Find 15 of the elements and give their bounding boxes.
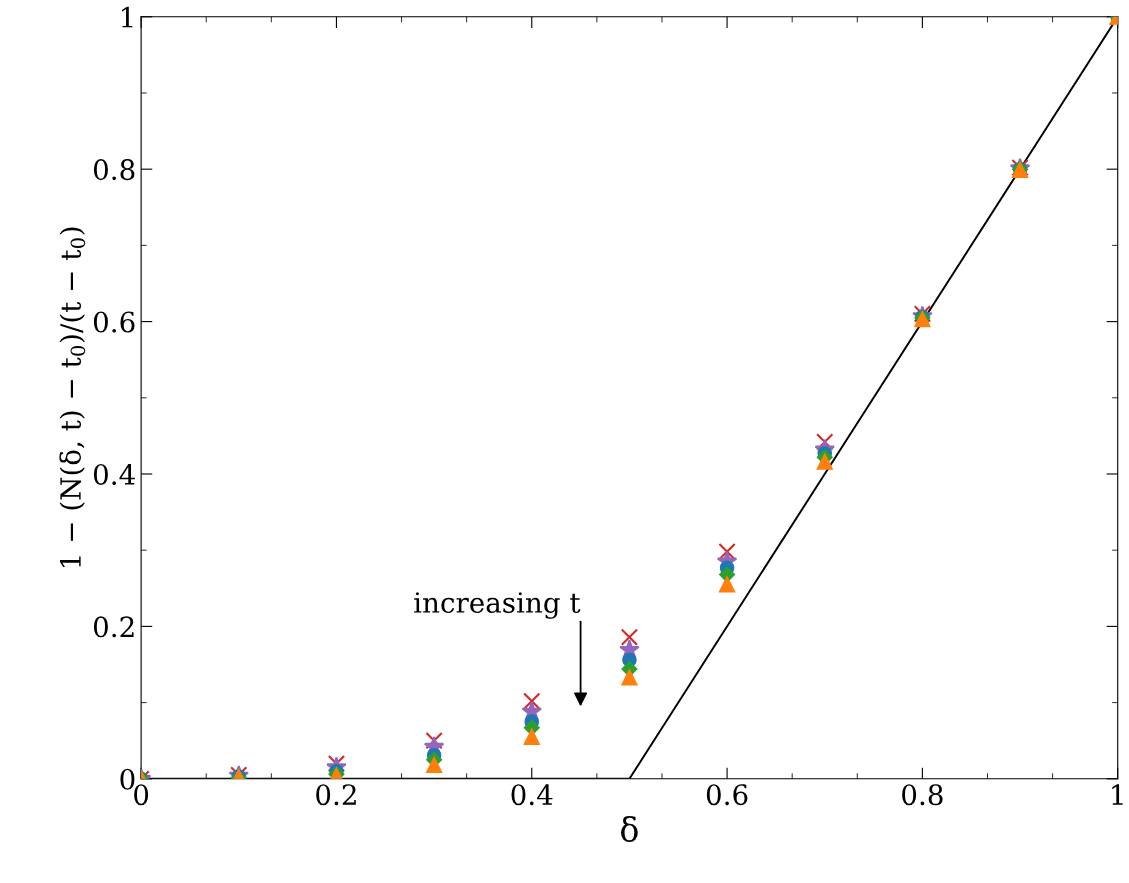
y-tick-label: 0 (120, 768, 135, 790)
x-tick-label: 0.6 (706, 784, 748, 806)
x-tick-label: 0 (134, 784, 149, 806)
x-tick-label: 0.8 (902, 784, 943, 806)
x-tick-label: 0.4 (511, 784, 553, 806)
y-tick-label: 0.4 (93, 463, 135, 485)
y-tick-label: 0.8 (93, 159, 135, 181)
annotation: increasing t (414, 592, 581, 619)
y-tick-label: 1 (121, 6, 133, 28)
y-axis-title: 1 − (N(δ, t) − t$_{0}$)/(t − t$_{0}$) (59, 227, 86, 567)
x-tick-label: 0.2 (316, 784, 356, 806)
y-tick-label: 0.2 (93, 616, 134, 638)
x-axis-title: δ (621, 815, 638, 842)
y-tick-label: 0.6 (93, 311, 135, 333)
x-tick-label: 1 (1112, 784, 1123, 805)
